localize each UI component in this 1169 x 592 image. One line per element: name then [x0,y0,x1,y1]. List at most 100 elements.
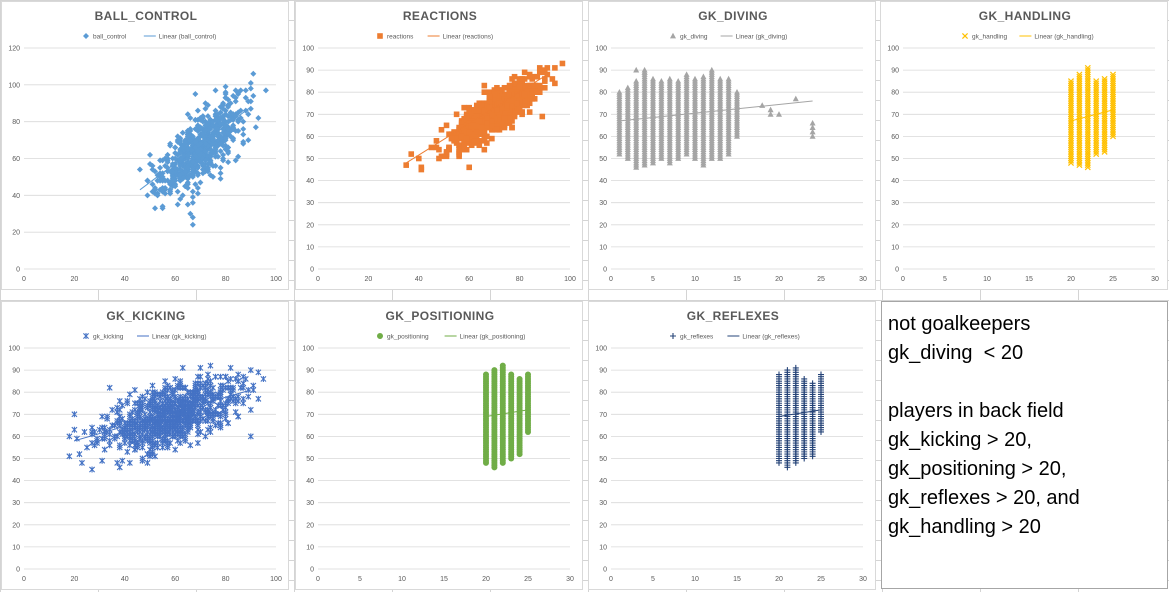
scatter-series [483,362,531,471]
scatter-point [461,104,467,111]
scatter-point [1093,80,1100,87]
chart-gk-reflexes[interactable]: GK_REFLEXES gk_reflexes Linear (gk_reflexe… [588,301,876,590]
scatter-point [124,448,131,455]
scatter-point [521,91,528,98]
scatter-point [1101,117,1108,124]
x-tick-label: 40 [415,276,423,283]
scatter-point [1084,137,1091,144]
y-tick-label: 90 [891,68,899,75]
scatter-point [154,440,161,447]
scatter-point [1067,113,1075,120]
x-tick-label: 10 [691,576,699,583]
scatter-point [250,70,257,77]
scatter-point [481,107,488,113]
scatter-point [89,424,96,431]
scatter-point [489,111,495,118]
scatter-point [1109,82,1117,89]
scatter-point [511,111,518,118]
trendline [139,106,252,191]
scatter-point [217,170,224,177]
x-tick-label: 0 [316,576,320,583]
x-tick-label: 80 [222,276,230,283]
scatter-point [139,457,146,464]
scatter-point [124,398,131,405]
scatter-point [1076,151,1083,158]
scatter-point [1076,148,1083,155]
y-tick-label: 100 [595,346,607,353]
scatter-point [633,77,640,84]
scatter-point [217,373,224,380]
scatter-point [552,65,558,71]
scatter-point [1109,91,1117,98]
scatter-point [1067,89,1075,96]
scatter-point [692,75,698,82]
note-spacer [888,368,1161,397]
scatter-point [792,364,799,371]
scatter-point [109,406,116,413]
scatter-point [461,142,467,149]
scatter-point [501,115,508,122]
scatter-point [157,393,164,400]
chart-gk-kicking[interactable]: GK_KICKING gk_kicking Linear (gk_kicking) 0… [1,301,289,590]
scatter-point [147,151,153,158]
scatter-series [136,70,269,228]
scatter-point [1109,122,1117,129]
scatter-point [1093,133,1100,140]
scatter-point [172,183,179,190]
y-tick-label: 80 [12,390,20,397]
scatter-point [149,382,156,389]
y-tick-label: 70 [599,412,607,419]
scatter-point [177,420,184,427]
scatter-point [1076,91,1083,98]
scatter-point [1067,142,1075,149]
scatter-point [179,144,186,151]
scatter-point [245,111,252,118]
scatter-point [1084,73,1091,80]
scatter-point [1084,64,1091,71]
scatter-point [1067,157,1075,164]
x-tick-label: 40 [121,576,129,583]
scatter-point [202,105,209,112]
scatter-point [559,60,566,67]
x-tick-label: 25 [817,276,825,283]
scatter-point [1101,140,1108,147]
chart-ball-control[interactable]: BALL_CONTROL ball_control Linear (ball_con… [1,1,289,290]
scatter-point [131,386,138,393]
chart-legend: gk_reflexes Linear (gk_reflexes) [670,333,800,341]
scatter-point [476,118,483,124]
y-tick-label: 100 [302,46,314,53]
y-tick-label: 60 [599,134,607,141]
scatter-point [521,84,528,91]
chart-reactions[interactable]: REACTIONS reactions Linear (reactions) 0 10 2… [295,1,583,290]
scatter-point [1093,100,1100,107]
chart-gk-handling[interactable]: GK_HANDLING gk_handling Linear (gk_handlin… [880,1,1168,290]
chart-gk-diving[interactable]: GK_DIVING gk_diving Linear (gk_diving) 0 10 2… [588,1,876,290]
scatter-point [496,89,503,95]
x-tick-label: 30 [859,576,867,583]
scatter-point [1067,93,1075,100]
x-tick-label: 80 [516,276,524,283]
scatter-point [1101,146,1108,153]
scatter-point [202,157,209,164]
scatter-point [456,146,462,153]
scatter-point [217,133,224,140]
scatter-point [633,66,640,73]
x-tick-label: 0 [22,276,26,283]
scatter-point [197,151,204,158]
scatter-point [177,172,184,179]
scatter-point [217,164,224,171]
y-tick-label: 100 [8,82,20,89]
scatter-point [157,420,164,427]
chart-gk-positioning[interactable]: GK_POSITIONING gk_positioning Linear (gk_p… [295,301,583,590]
scatter-point [220,126,227,133]
trendline [1070,109,1114,122]
y-tick-label: 10 [12,544,20,551]
scatter-point [436,155,442,162]
scatter-point [189,391,196,398]
scatter-point [542,84,548,91]
legend-marker [670,333,676,339]
scatter-point [159,173,166,180]
scatter-point [106,384,113,391]
scatter-point [202,148,209,155]
criteria-text-box[interactable]: not goalkeepers gk_diving < 20 players i… [881,301,1168,589]
